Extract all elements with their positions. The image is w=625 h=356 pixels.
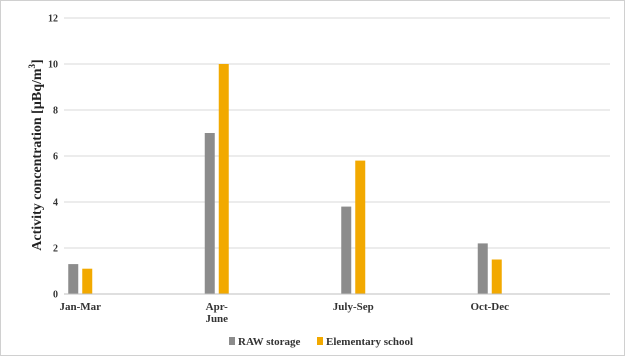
y-axis-label-main: Activity concentration [µBq/m [30,68,45,251]
y-axis-label-end: ] [30,59,45,64]
y-tick-label: 8 [53,106,58,117]
legend-swatch [229,337,235,345]
x-tick-label-line: Oct-Dec [471,301,510,313]
y-axis-ticks: 0 2 4 6 8 10 12 [48,14,58,301]
bar-elementary-school [355,160,366,294]
x-axis-ticks: Jan-Mar Apr-June July-Sep Oct-Dec [59,301,509,325]
y-tick-label: 10 [48,60,58,71]
x-tick-label-line: Jan-Mar [59,301,101,313]
legend-swatch [317,337,323,345]
bar-raw-storage [68,264,79,294]
bars [68,64,502,294]
bar-raw-storage [477,243,488,294]
y-tick-label: 6 [53,152,58,163]
bar-elementary-school [218,64,229,294]
x-tick-label: July-Sep [333,301,374,313]
legend-label: RAW storage [238,336,301,348]
y-axis-label-sup: 3 [27,63,37,68]
x-tick-label: Oct-Dec [471,301,510,313]
x-tick-label: Jan-Mar [59,301,101,313]
y-axis-label: Activity concentration [µBq/m3] [27,59,45,250]
bar-elementary-school [491,259,502,294]
bar-elementary-school [82,268,93,294]
gridlines [64,17,610,249]
x-tick-label-line: July-Sep [333,301,374,313]
y-tick-label: 2 [53,244,58,255]
x-tick-label: Apr-June [205,301,228,325]
y-tick-label: 12 [48,14,58,25]
legend-label: Elementary school [326,336,413,348]
x-tick-label-line: Apr- [206,301,229,313]
legend: RAW storage Elementary school [229,336,413,348]
bar-raw-storage [341,206,352,294]
y-tick-label: 4 [53,198,58,209]
x-tick-label-line: June [205,313,228,325]
y-tick-label: 0 [53,290,58,301]
bar-raw-storage [204,133,215,294]
